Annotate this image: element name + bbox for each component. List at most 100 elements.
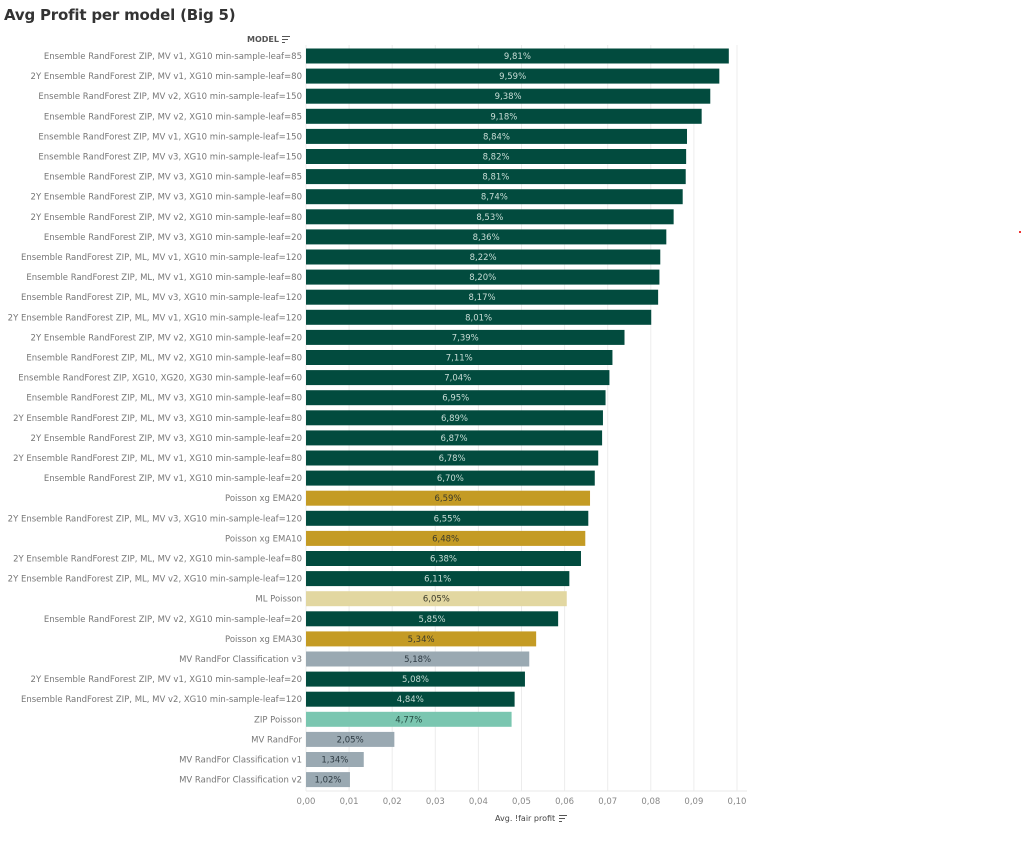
bar[interactable] <box>306 651 530 667</box>
category-label[interactable]: 2Y Ensemble RandForest ZIP, MV v3, XG10 … <box>31 193 302 203</box>
bar[interactable] <box>306 752 364 767</box>
bar[interactable] <box>306 691 515 707</box>
bar[interactable] <box>306 470 595 486</box>
bar[interactable] <box>306 48 729 64</box>
category-label[interactable]: Ensemble RandForest ZIP, ML, MV v2, XG10… <box>26 354 302 364</box>
bar[interactable] <box>306 309 652 325</box>
category-label[interactable]: MV RandFor Classification v2 <box>179 776 302 786</box>
bar-value-label: 8,82% <box>483 153 510 163</box>
category-label[interactable]: Ensemble RandForest ZIP, MV v2, XG10 min… <box>38 92 302 102</box>
category-label[interactable]: 2Y Ensemble RandForest ZIP, ML, MV v3, X… <box>8 514 302 524</box>
bar[interactable] <box>306 430 603 446</box>
bar[interactable] <box>306 530 586 546</box>
category-label[interactable]: 2Y Ensemble RandForest ZIP, MV v2, XG10 … <box>31 213 302 223</box>
category-label[interactable]: Poisson xg EMA10 <box>225 534 302 544</box>
bar-value-label: 7,04% <box>444 374 471 384</box>
category-label[interactable]: 2Y Ensemble RandForest ZIP, ML, MV v2, X… <box>8 575 302 585</box>
x-tick-label: 0,00 <box>297 797 316 807</box>
bar-value-label: 8,81% <box>482 173 509 183</box>
category-label[interactable]: 2Y Ensemble RandForest ZIP, ML, MV v3, X… <box>13 414 302 424</box>
x-tick-label: 0,08 <box>641 797 660 807</box>
bar[interactable] <box>306 88 711 104</box>
bar[interactable] <box>306 350 613 365</box>
category-label[interactable]: 2Y Ensemble RandForest ZIP, ML, MV v2, X… <box>13 555 302 565</box>
category-label[interactable]: Ensemble RandForest ZIP, MV v1, XG10 min… <box>38 132 302 142</box>
category-label[interactable]: Poisson xg EMA30 <box>225 635 302 645</box>
category-label[interactable]: Ensemble RandForest ZIP, MV v3, XG10 min… <box>38 153 302 163</box>
x-tick-label: 0,05 <box>512 797 531 807</box>
category-label[interactable]: ZIP Poisson <box>254 715 302 725</box>
bar-value-label: 6,87% <box>441 434 468 444</box>
bar[interactable] <box>306 711 512 727</box>
x-sort-icon[interactable] <box>559 815 568 822</box>
bar[interactable] <box>306 631 537 647</box>
category-label[interactable]: Poisson xg EMA20 <box>225 494 302 504</box>
category-label[interactable]: 2Y Ensemble RandForest ZIP, MV v2, XG10 … <box>31 333 302 343</box>
x-axis-title: Avg. !fair profit <box>495 814 568 823</box>
category-label[interactable]: Ensemble RandForest ZIP, MV v1, XG10 min… <box>44 474 302 484</box>
x-tick-label: 0,03 <box>426 797 445 807</box>
bar-value-label: 6,78% <box>439 454 466 464</box>
marker-dot <box>1019 231 1021 233</box>
bar[interactable] <box>306 551 581 566</box>
bar[interactable] <box>306 390 606 406</box>
bars: 9,81% 9,59% 9,38% 9,18% 8,84% 8,82% 8,81% 8,74%… <box>306 48 729 788</box>
bar[interactable] <box>306 229 667 245</box>
category-label[interactable]: Ensemble RandForest ZIP, ML, MV v2, XG10… <box>21 695 302 705</box>
category-label[interactable]: 2Y Ensemble RandForest ZIP, MV v1, XG10 … <box>31 675 302 685</box>
bar[interactable] <box>306 68 720 84</box>
category-label[interactable]: Ensemble RandForest ZIP, ML, MV v3, XG10… <box>21 293 302 303</box>
bar[interactable] <box>306 329 625 345</box>
category-label[interactable]: 2Y Ensemble RandForest ZIP, MV v1, XG10 … <box>31 72 302 82</box>
bar[interactable] <box>306 128 688 144</box>
bar[interactable] <box>306 269 660 285</box>
category-label[interactable]: Ensemble RandForest ZIP, ML, MV v1, XG10… <box>26 273 302 283</box>
category-label[interactable]: Ensemble RandForest ZIP, ML, MV v3, XG10… <box>26 394 302 404</box>
bar[interactable] <box>306 189 683 205</box>
bar-value-label: 7,39% <box>452 333 479 343</box>
bar-value-label: 7,11% <box>446 354 473 364</box>
category-labels: Ensemble RandForest ZIP, MV v1, XG10 min… <box>8 52 303 786</box>
bar[interactable] <box>306 410 603 426</box>
category-label[interactable]: 2Y Ensemble RandForest ZIP, ML, MV v1, X… <box>13 454 302 464</box>
bar[interactable] <box>306 108 702 124</box>
bar[interactable] <box>306 571 570 587</box>
bar[interactable] <box>306 490 591 506</box>
category-label[interactable]: Ensemble RandForest ZIP, MV v3, XG10 min… <box>44 173 302 183</box>
bar[interactable] <box>306 289 659 305</box>
bar[interactable] <box>306 209 674 225</box>
category-label[interactable]: Ensemble RandForest ZIP, MV v2, XG10 min… <box>44 615 302 625</box>
category-label[interactable]: Ensemble RandForest ZIP, XG10, XG20, XG3… <box>18 374 302 384</box>
category-label[interactable]: 2Y Ensemble RandForest ZIP, MV v3, XG10 … <box>31 434 302 444</box>
bar-value-label: 6,48% <box>432 534 459 544</box>
bar[interactable] <box>306 450 599 466</box>
bar[interactable] <box>306 611 559 627</box>
bar[interactable] <box>306 671 525 687</box>
bar[interactable] <box>306 149 687 164</box>
category-label[interactable]: Ensemble RandForest ZIP, MV v3, XG10 min… <box>44 233 302 243</box>
bar[interactable] <box>306 249 661 265</box>
category-label[interactable]: 2Y Ensemble RandForest ZIP, ML, MV v1, X… <box>8 313 302 323</box>
bar[interactable] <box>306 772 350 788</box>
bar[interactable] <box>306 591 567 607</box>
category-label[interactable]: MV RandFor <box>251 735 302 745</box>
category-label[interactable]: ML Poisson <box>255 595 302 605</box>
bar-value-label: 8,53% <box>476 213 503 223</box>
category-label[interactable]: MV RandFor Classification v1 <box>179 756 302 766</box>
category-label[interactable]: MV RandFor Classification v3 <box>179 655 302 665</box>
x-tick-label: 0,04 <box>469 797 488 807</box>
bar-value-label: 6,11% <box>424 575 451 585</box>
bar[interactable] <box>306 370 610 386</box>
category-label[interactable]: Ensemble RandForest ZIP, MV v1, XG10 min… <box>44 52 302 62</box>
bar[interactable] <box>306 169 686 185</box>
category-label[interactable]: Ensemble RandForest ZIP, ML, MV v1, XG10… <box>21 253 302 263</box>
x-tick-label: 0,02 <box>383 797 402 807</box>
category-label[interactable]: Ensemble RandForest ZIP, MV v2, XG10 min… <box>44 112 302 122</box>
bar-value-label: 9,38% <box>495 92 522 102</box>
bar[interactable] <box>306 731 395 747</box>
sort-icon[interactable] <box>282 36 290 43</box>
bar[interactable] <box>306 510 589 526</box>
bar-value-label: 8,20% <box>469 273 496 283</box>
x-tick-label: 0,07 <box>598 797 617 807</box>
